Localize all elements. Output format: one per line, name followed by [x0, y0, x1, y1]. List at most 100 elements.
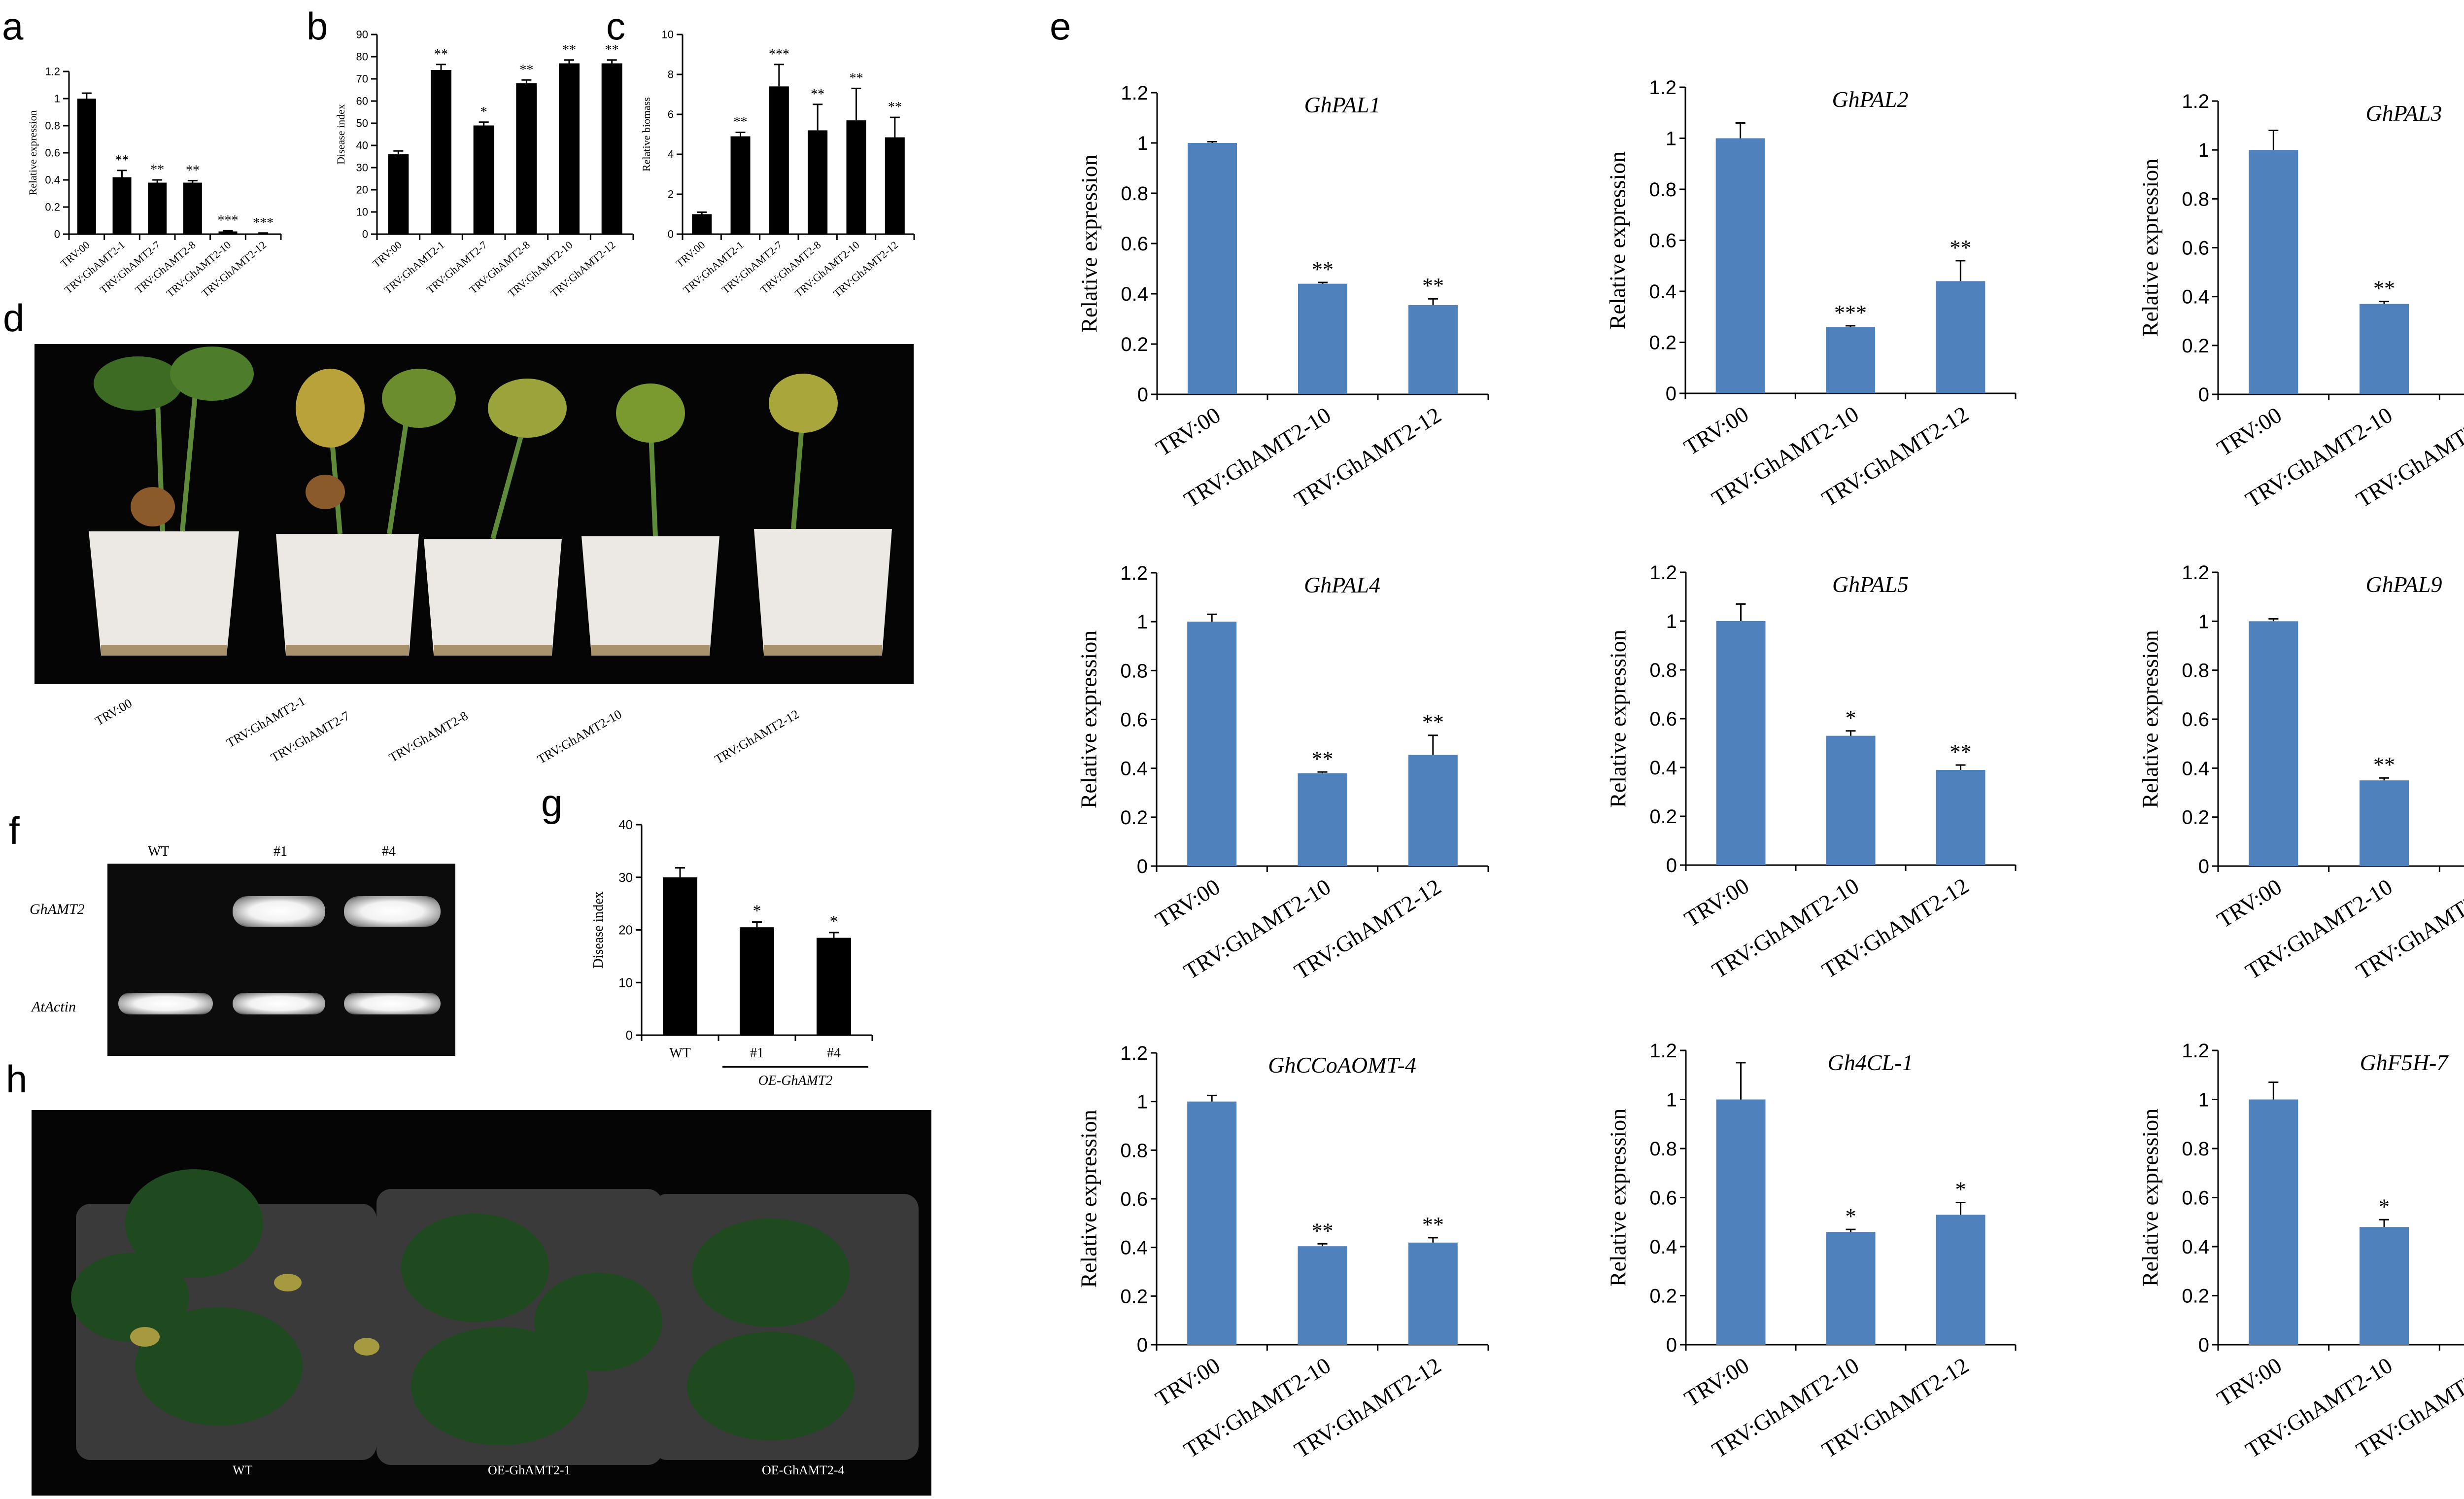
bar [730, 136, 751, 234]
y-tick-label: 0.6 [1121, 233, 1148, 255]
plant-stem [155, 373, 806, 540]
y-tick-label: 0.2 [1649, 806, 1677, 828]
bar [2360, 304, 2409, 394]
gel-row-label: AtActin [32, 999, 76, 1015]
significance-label: ** [1312, 1219, 1334, 1243]
y-tick-label: 1 [1137, 133, 1148, 154]
x-tick-label: TRV:00 [2213, 402, 2286, 461]
bar [1298, 1246, 1347, 1345]
significance-label: *** [1834, 301, 1867, 325]
y-tick-label: 0.4 [45, 174, 60, 186]
bar [218, 231, 238, 234]
panel-label-h: h [6, 1057, 28, 1101]
x-tick-label: TRV:GhAMT2-12 [199, 239, 269, 300]
bar [1716, 1099, 1766, 1345]
y-tick-label: 0 [362, 228, 368, 241]
bar [1408, 755, 1458, 866]
significance-label: ** [1422, 274, 1444, 298]
bar [431, 70, 451, 234]
y-tick-label: 0.8 [1120, 1140, 1148, 1161]
gel-lane-label: #1 [274, 844, 287, 859]
gel-lane-label: #4 [382, 844, 396, 859]
x-tick-label: TRV:00 [674, 239, 708, 270]
y-tick-label: 0.2 [1649, 332, 1677, 354]
rosette-leaf [71, 1169, 855, 1445]
bar [885, 137, 905, 234]
bar [2249, 1099, 2298, 1345]
y-axis-label: Relative expression [1076, 1110, 1101, 1288]
photo-caption: OE-GhAMT2-1 [488, 1463, 571, 1477]
bar [1298, 283, 1347, 394]
gel-band [233, 896, 325, 927]
bar [692, 214, 712, 234]
x-tick-label: #4 [827, 1046, 841, 1061]
y-tick-label: 0.2 [2182, 807, 2209, 829]
significance-label: * [1846, 706, 1856, 730]
y-tick-label: 0.2 [45, 201, 60, 213]
y-tick-label: 10 [618, 975, 633, 990]
y-axis-label: Relative expression [1076, 630, 1101, 809]
significance-label: ** [605, 42, 619, 58]
bar [148, 182, 167, 234]
chart-title: GhPAL3 [2365, 101, 2442, 126]
y-tick-label: 20 [356, 184, 368, 196]
bar [1408, 305, 1458, 394]
y-tick-label: 0 [2198, 856, 2209, 877]
y-tick-label: 0.2 [1120, 1286, 1148, 1307]
x-tick-label: TRV:00 [1680, 1353, 1753, 1411]
y-tick-label: 1.2 [2182, 1040, 2209, 1062]
bar [1936, 769, 1985, 865]
significance-label: ** [811, 87, 824, 102]
group-label: OE-GhAMT2 [758, 1073, 833, 1088]
y-tick-label: 40 [356, 139, 368, 152]
gel-image [107, 864, 455, 1056]
y-tick-label: 0.4 [1121, 283, 1148, 305]
significance-label: * [2379, 1194, 2390, 1219]
y-axis-label: Disease index [335, 104, 347, 165]
plant-leaf [94, 347, 838, 526]
rosette-photo-h [32, 1110, 931, 1496]
significance-label: ** [562, 42, 576, 58]
x-tick-label: TRV:00 [370, 239, 404, 270]
y-tick-label: 0.8 [1120, 660, 1148, 682]
y-tick-label: 0 [1137, 1334, 1148, 1356]
y-tick-label: 30 [618, 870, 633, 885]
gel-lane-label: WT [148, 844, 170, 859]
gel-band [344, 993, 441, 1014]
y-axis-label: Relative expression [27, 110, 39, 196]
y-tick-label: 1 [2198, 611, 2209, 632]
bar [1826, 735, 1876, 865]
y-tick-label: 0.4 [2182, 286, 2209, 308]
significance-label: ** [1422, 710, 1444, 734]
x-tick-label: WT [669, 1046, 691, 1061]
y-tick-label: 6 [668, 108, 674, 121]
y-tick-label: 0.4 [1649, 281, 1677, 303]
bar [817, 938, 851, 1035]
bar [2249, 621, 2298, 866]
bar [2360, 1227, 2409, 1345]
y-tick-label: 0.2 [1121, 334, 1148, 355]
y-tick-label: 1 [2198, 139, 2209, 161]
bar [1715, 138, 1765, 393]
y-tick-label: 0.4 [1120, 1237, 1148, 1259]
y-tick-label: 0.8 [1649, 1138, 1677, 1160]
significance-label: ** [434, 47, 448, 62]
significance-label: ** [1312, 257, 1334, 281]
significance-label: ** [186, 163, 200, 178]
y-tick-label: 0 [2198, 1334, 2209, 1356]
x-tick-label: TRV:00 [2213, 1353, 2286, 1411]
photo-caption: WT [233, 1463, 253, 1477]
bar [769, 86, 789, 235]
significance-label: ** [1422, 1213, 1444, 1237]
y-tick-label: 0.6 [1120, 1188, 1148, 1210]
bar [1936, 1215, 1985, 1345]
significance-label: ** [150, 162, 164, 177]
bar [559, 63, 580, 234]
y-tick-label: 8 [668, 69, 674, 81]
significance-label: ** [850, 70, 863, 86]
y-tick-label: 10 [662, 29, 674, 41]
y-tick-label: 4 [668, 148, 674, 161]
bar [112, 177, 132, 234]
y-tick-label: 1 [2198, 1089, 2209, 1111]
